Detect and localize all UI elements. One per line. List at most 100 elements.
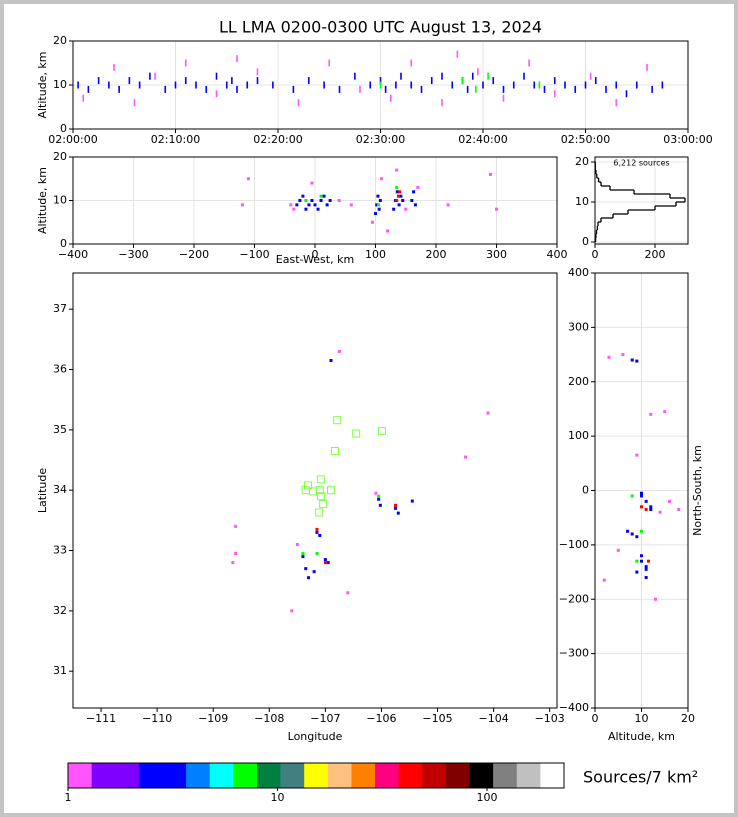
source-point (635, 559, 639, 563)
x-tick-label: −110 (142, 712, 172, 725)
source-point (307, 576, 311, 580)
x-tick-label: −103 (535, 712, 565, 725)
source-point (589, 72, 592, 80)
x-tick-label: 100 (365, 248, 386, 261)
y-tick-label: 200 (568, 375, 589, 388)
source-point (649, 505, 653, 509)
plot-area (73, 273, 557, 708)
source-point (301, 194, 305, 198)
source-point (446, 203, 450, 207)
source-point (644, 499, 648, 503)
source-point (543, 85, 546, 93)
source-point (378, 503, 382, 507)
y-tick-label: 35 (53, 423, 67, 436)
x-tick-label: 300 (486, 248, 507, 261)
colorbar-bin (138, 763, 163, 788)
source-point (528, 59, 530, 67)
x-tick-label: −200 (179, 248, 209, 261)
source-point (495, 207, 498, 211)
x-axis-label: Longitude (288, 730, 343, 743)
y-tick-label: −300 (559, 647, 589, 660)
source-point (471, 72, 474, 80)
source-point (310, 181, 314, 185)
source-point (231, 77, 233, 85)
source-point (602, 578, 606, 582)
colorbar-bin (469, 763, 494, 788)
source-point (430, 77, 433, 85)
source-point (640, 505, 643, 509)
source-point (133, 99, 136, 107)
source-point (113, 63, 115, 71)
y-tick-label: 33 (53, 544, 67, 557)
y-tick-label: 100 (568, 429, 589, 442)
source-point (396, 511, 400, 515)
colorbar-bin (422, 763, 447, 788)
source-point (533, 81, 536, 89)
x-tick-label: −300 (118, 248, 148, 261)
source-point (292, 85, 295, 93)
x-tick-label: −109 (198, 712, 228, 725)
x-axis-label: East-West, km (276, 253, 354, 266)
x-tick-label: 03:00:00 (663, 133, 712, 146)
source-point (338, 85, 341, 93)
y-tick-label: 37 (53, 302, 67, 315)
source-point (377, 207, 381, 211)
source-point (564, 81, 566, 89)
source-point (630, 494, 634, 498)
y-tick-label: 400 (568, 266, 589, 279)
source-point (295, 203, 299, 207)
source-point (667, 499, 671, 503)
source-point (272, 81, 274, 89)
source-point (441, 99, 443, 107)
source-point (413, 203, 417, 207)
y-tick-label: 0 (582, 484, 589, 497)
y-tick-label: −400 (559, 701, 589, 714)
source-point (621, 353, 625, 357)
source-point (326, 561, 330, 565)
source-point (138, 81, 141, 89)
source-point (625, 90, 628, 98)
source-point (315, 530, 319, 534)
source-point (605, 85, 607, 93)
source-point (379, 81, 382, 89)
source-point (128, 77, 131, 85)
source-point (369, 81, 372, 89)
source-point (377, 203, 381, 207)
x-tick-label: 400 (547, 248, 568, 261)
source-point (375, 203, 379, 207)
source-point (174, 81, 177, 89)
y-tick-label: 20 (575, 155, 589, 168)
colorbar-bin (209, 763, 234, 788)
colorbar-tick-label: 1 (65, 791, 72, 804)
station (326, 486, 335, 495)
source-point (225, 81, 228, 89)
colorbar-bin (68, 763, 92, 788)
colorbar-bin (375, 763, 399, 788)
source-point (337, 349, 341, 353)
colorbar-bin (186, 763, 211, 788)
source-point (164, 85, 167, 93)
source-point (475, 85, 477, 93)
source-point (644, 567, 648, 571)
source-point (410, 81, 413, 89)
source-point (215, 90, 218, 98)
x-tick-label: 10 (635, 712, 649, 725)
source-point (663, 410, 667, 414)
source-point (677, 508, 681, 512)
source-point (323, 561, 327, 565)
source-point (626, 529, 630, 533)
y-axis-label: Altitude, km (36, 167, 49, 234)
colorbar-bin (516, 763, 541, 788)
source-point (234, 552, 238, 556)
x-tick-label: 02:10:00 (151, 133, 200, 146)
source-point (630, 532, 634, 536)
y-tick-label: 36 (53, 363, 67, 376)
y-axis-label: North-South, km (691, 445, 704, 536)
source-point (359, 85, 361, 93)
plot-area (595, 157, 688, 244)
axes-frame (594, 156, 689, 245)
source-point (304, 567, 308, 571)
source-point (328, 199, 332, 202)
source-point (82, 94, 85, 102)
source-point (607, 355, 611, 359)
